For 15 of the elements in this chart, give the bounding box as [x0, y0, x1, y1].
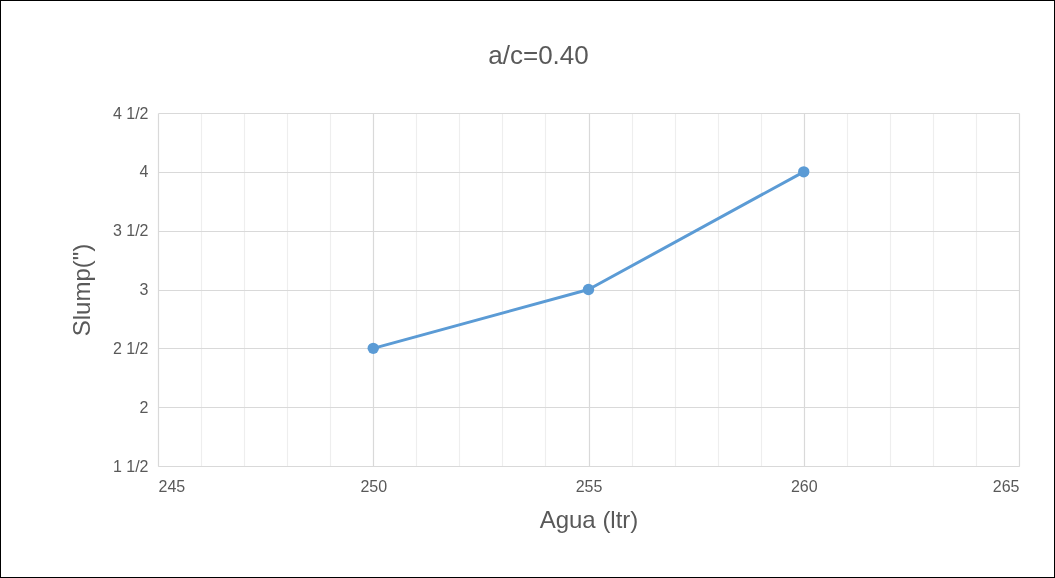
y-tick-label: 3	[139, 281, 149, 298]
chart-title: a/c=0.40	[488, 40, 589, 70]
y-axis-title: Slump(")	[67, 243, 95, 337]
x-axis-title: Agua (ltr)	[539, 505, 639, 533]
x-tick-label: 245	[158, 477, 186, 495]
x-tick-label: 250	[360, 477, 388, 495]
x-tick-label: 260	[790, 477, 818, 495]
x-tick-label: 265	[992, 477, 1020, 495]
y-tick-label: 1 1/2	[112, 457, 149, 475]
x-tick-label: 255	[575, 477, 603, 495]
y-tick-label: 4 1/2	[112, 104, 149, 122]
y-tick-label: 3 1/2	[112, 222, 149, 240]
y-tick-label: 2 1/2	[112, 339, 149, 357]
y-tick-label: 4	[139, 163, 149, 181]
y-tick-label: 2	[139, 398, 149, 416]
